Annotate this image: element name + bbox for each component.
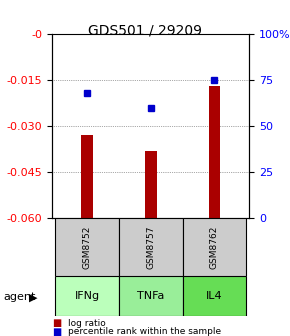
Text: IL4: IL4 xyxy=(206,291,223,301)
Text: GDS501 / 29209: GDS501 / 29209 xyxy=(88,24,202,38)
Text: ■: ■ xyxy=(52,318,61,328)
Bar xyxy=(183,218,246,276)
Text: GSM8762: GSM8762 xyxy=(210,225,219,269)
Text: percentile rank within the sample: percentile rank within the sample xyxy=(68,328,221,336)
Bar xyxy=(119,218,183,276)
Bar xyxy=(209,86,220,218)
Text: ▶: ▶ xyxy=(29,292,38,302)
Text: IFNg: IFNg xyxy=(75,291,100,301)
Text: GSM8752: GSM8752 xyxy=(83,225,92,269)
Text: log ratio: log ratio xyxy=(68,319,106,328)
Bar xyxy=(81,135,93,218)
Text: GSM8757: GSM8757 xyxy=(146,225,155,269)
Text: ■: ■ xyxy=(52,327,61,336)
Bar xyxy=(183,276,246,316)
Bar xyxy=(55,218,119,276)
Text: agent: agent xyxy=(3,292,35,302)
Bar xyxy=(55,276,119,316)
Bar xyxy=(145,151,157,218)
Bar xyxy=(119,276,183,316)
Text: TNFa: TNFa xyxy=(137,291,164,301)
